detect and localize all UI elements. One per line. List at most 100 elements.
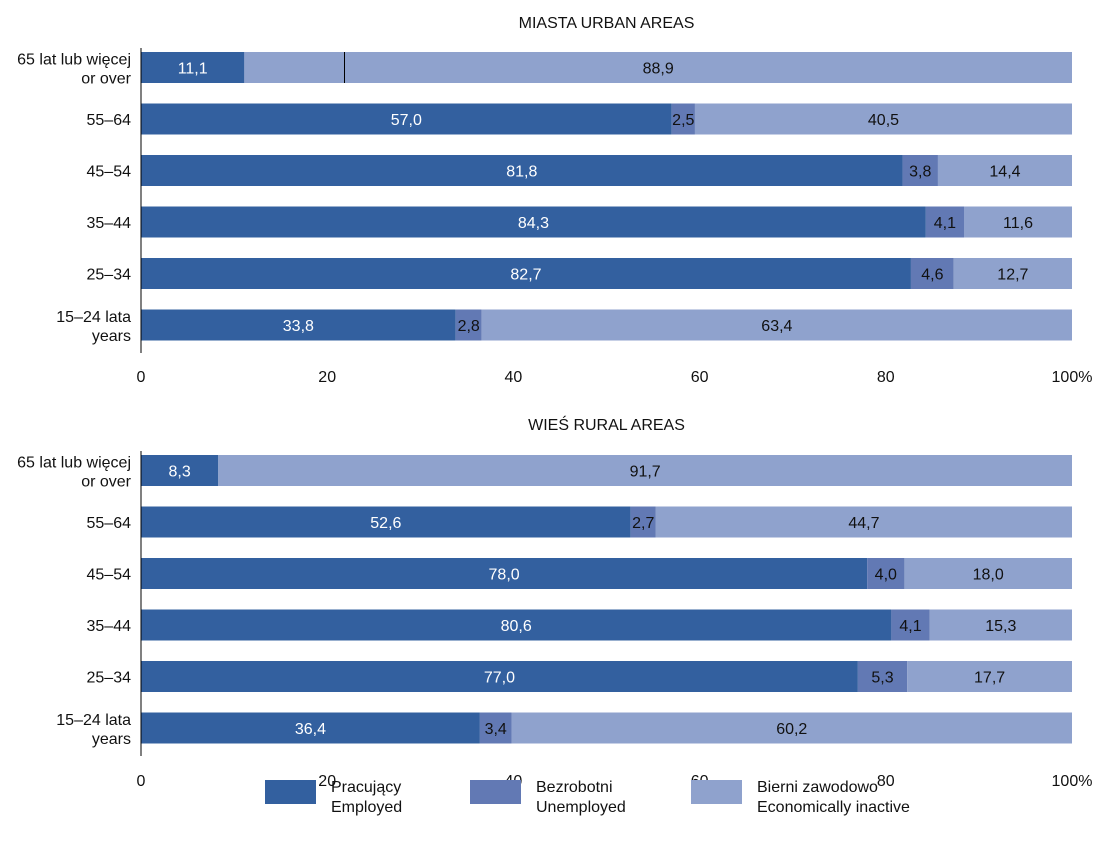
bar-urban-employed-5 (141, 309, 456, 341)
bar-rural-employed-3 (141, 609, 892, 641)
bar-rural-unemployed-1 (630, 506, 656, 538)
data-label-rural-inactive-3: 15,3 (985, 618, 1016, 635)
category-label-rural-5: 15–24 lata years (56, 712, 131, 748)
legend-item-inactive: Bierni zawodowo Economically inactive (691, 778, 910, 818)
x-tick-urban-4: 80 (877, 369, 895, 386)
legend-swatch-employed (265, 780, 316, 804)
data-label-rural-unemployed-1: 2,7 (632, 515, 654, 532)
x-tick-rural-4: 80 (877, 773, 895, 790)
bar-rural-unemployed-4 (857, 661, 908, 692)
data-label-rural-unemployed-4: 5,3 (871, 670, 893, 687)
bar-rural-employed-0 (141, 455, 219, 486)
data-label-urban-unemployed-3: 4,1 (934, 215, 956, 232)
legend-swatch-inactive (691, 780, 742, 804)
legend-label-employed-en: Employed (331, 799, 403, 816)
bar-urban-employed-0 (141, 52, 245, 83)
data-label-rural-employed-0: 8,3 (169, 464, 191, 481)
data-label-urban-inactive-0: 88,9 (643, 61, 674, 78)
x-tick-rural-0: 0 (137, 773, 146, 790)
x-tick-urban-5: 100% (1052, 369, 1093, 386)
category-label-urban-5: 15–24 lata years (56, 309, 131, 345)
chart-urban: MIASTA URBAN AREAS 11,1 88,9 65 lat lub wię… (17, 15, 1092, 386)
bar-rural-inactive-1 (655, 506, 1072, 538)
legend: Pracujący Employed Bezrobotni Unemployed… (265, 778, 1065, 848)
data-label-rural-inactive-2: 18,0 (973, 567, 1004, 584)
data-label-rural-employed-3: 80,6 (501, 618, 532, 635)
legend-label-unemployed-pl: Bezrobotni (536, 779, 613, 796)
bar-rural-inactive-5 (511, 712, 1073, 744)
data-label-urban-unemployed-2: 3,8 (909, 164, 931, 181)
legend-label-inactive-pl: Bierni zawodowo (757, 779, 878, 796)
category-label-urban-2: 45–54 (87, 164, 132, 181)
data-label-rural-employed-5: 36,4 (295, 721, 326, 738)
legend-label-unemployed-en: Unemployed (536, 799, 626, 816)
bar-urban-unemployed-1 (671, 103, 695, 135)
bar-urban-employed-4 (141, 258, 911, 289)
category-label-urban-3: 35–44 (87, 215, 132, 232)
data-label-urban-inactive-2: 14,4 (989, 164, 1020, 181)
bar-rural-unemployed-5 (479, 712, 512, 744)
legend-item-employed: Pracujący Employed (265, 778, 402, 818)
bar-urban-unemployed-3 (925, 206, 965, 238)
bar-urban-unemployed-2 (902, 155, 938, 186)
data-label-rural-inactive-1: 44,7 (848, 515, 879, 532)
category-label-rural-4: 25–34 (87, 670, 132, 687)
bar-rural-inactive-4 (907, 661, 1072, 692)
data-label-rural-inactive-4: 17,7 (974, 670, 1005, 687)
bar-rural-inactive-2 (904, 558, 1072, 589)
category-label-urban-4: 25–34 (87, 267, 132, 284)
data-label-rural-employed-4: 77,0 (484, 670, 515, 687)
data-label-urban-employed-2: 81,8 (506, 164, 537, 181)
x-tick-urban-3: 60 (691, 369, 709, 386)
bar-urban-inactive-3 (964, 206, 1072, 238)
category-label-urban-0: 65 lat lub więcej or over (17, 52, 132, 88)
chart-rural: WIEŚ RURAL AREAS 8,3 91,7 65 lat lub więcej… (17, 415, 1092, 790)
legend-item-unemployed: Bezrobotni Unemployed (470, 778, 626, 818)
data-label-rural-unemployed-3: 4,1 (899, 618, 921, 635)
x-tick-urban-1: 20 (318, 369, 336, 386)
x-tick-rural-5: 100% (1052, 773, 1093, 790)
x-tick-urban-2: 40 (505, 369, 523, 386)
category-label-rural-3: 35–44 (87, 618, 132, 635)
data-label-urban-inactive-4: 12,7 (997, 267, 1028, 284)
x-tick-urban-0: 0 (137, 369, 146, 386)
data-label-urban-inactive-5: 63,4 (761, 318, 792, 335)
data-label-urban-unemployed-4: 4,6 (921, 267, 943, 284)
data-label-urban-employed-0: 11,1 (178, 61, 208, 78)
chart-title-rural: WIEŚ RURAL AREAS (528, 415, 685, 434)
data-label-rural-employed-1: 52,6 (370, 515, 401, 532)
bar-urban-inactive-5 (481, 309, 1073, 341)
bar-urban-inactive-0 (244, 52, 1072, 83)
category-label-rural-0: 65 lat lub więcej or over (17, 455, 132, 491)
chart-title-urban: MIASTA URBAN AREAS (519, 15, 695, 32)
bar-urban-unemployed-4 (910, 258, 954, 289)
bar-urban-employed-2 (141, 155, 903, 186)
bar-rural-inactive-3 (929, 609, 1072, 641)
bar-urban-inactive-1 (694, 103, 1072, 135)
legend-swatch-unemployed (470, 780, 521, 804)
data-label-rural-unemployed-5: 3,4 (485, 721, 507, 738)
data-label-rural-employed-2: 78,0 (489, 567, 520, 584)
data-label-rural-inactive-5: 60,2 (776, 721, 807, 738)
data-label-urban-employed-4: 82,7 (510, 267, 541, 284)
category-label-rural-1: 55–64 (87, 515, 132, 532)
bar-rural-unemployed-3 (891, 609, 930, 641)
bar-urban-inactive-2 (937, 155, 1072, 186)
data-label-urban-inactive-1: 40,5 (868, 112, 899, 129)
data-label-urban-inactive-3: 11,6 (1003, 215, 1033, 232)
bar-urban-employed-1 (141, 103, 672, 135)
data-label-urban-employed-3: 84,3 (518, 215, 549, 232)
data-label-rural-inactive-0: 91,7 (630, 464, 661, 481)
category-label-urban-1: 55–64 (87, 112, 132, 129)
category-label-rural-2: 45–54 (87, 567, 132, 584)
bar-urban-unemployed-5 (455, 309, 482, 341)
x-tick-rural-1: 20 (318, 773, 336, 790)
bar-urban-employed-3 (141, 206, 926, 238)
data-label-rural-unemployed-2: 4,0 (875, 567, 897, 584)
data-label-urban-employed-5: 33,8 (283, 318, 314, 335)
bar-rural-unemployed-2 (867, 558, 905, 589)
bar-urban-inactive-4 (953, 258, 1072, 289)
legend-label-employed-pl: Pracujący (331, 779, 402, 796)
legend-label-inactive-en: Economically inactive (757, 799, 910, 816)
